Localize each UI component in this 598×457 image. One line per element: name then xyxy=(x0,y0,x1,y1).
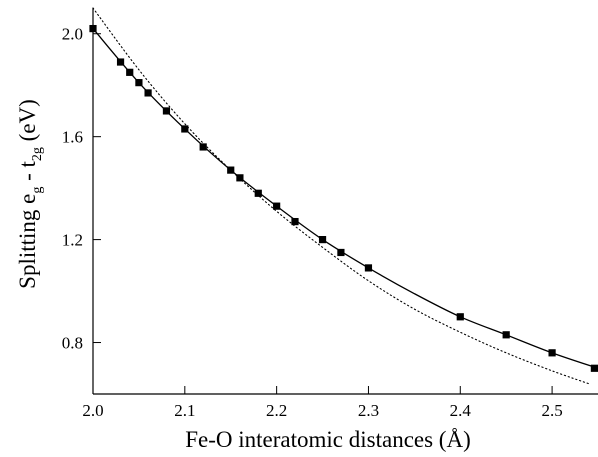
x-axis: 2.0 2.1 2.2 2.3 2.4 2.5 xyxy=(82,386,563,420)
y-axis-title: Splitting eg - t2g (eV) xyxy=(15,99,45,289)
data-point xyxy=(291,217,299,226)
y-axis-title-middle: - t xyxy=(15,160,40,186)
x-tick-label: 2.3 xyxy=(358,401,379,420)
data-point xyxy=(135,79,143,87)
solid-fit-curve xyxy=(92,28,598,369)
dotted-fit-curve xyxy=(92,7,590,385)
data-point xyxy=(590,364,598,372)
data-point xyxy=(318,236,327,244)
data-point xyxy=(456,313,464,321)
data-point xyxy=(273,202,281,210)
data-point xyxy=(199,143,207,151)
data-point xyxy=(181,125,189,133)
y-tick-label: 1.6 xyxy=(62,128,83,147)
plot-frame xyxy=(92,8,598,395)
x-tick-label: 2.0 xyxy=(82,401,103,420)
y-axis: 0.8 1.2 1.6 2.0 xyxy=(62,25,101,353)
data-point xyxy=(548,349,556,357)
x-axis-title: Fe-O interatomic distances (Å) xyxy=(185,427,471,452)
data-point xyxy=(502,331,510,339)
x-tick-label: 2.4 xyxy=(450,401,472,420)
y-tick-label: 0.8 xyxy=(62,334,83,353)
data-point xyxy=(144,89,152,97)
y-axis-title-sub2: 2g xyxy=(30,147,45,161)
y-axis-title-sub1: g xyxy=(30,187,45,194)
y-axis-title-suffix: (eV) xyxy=(15,99,40,147)
data-point xyxy=(236,174,244,182)
data-point xyxy=(116,58,125,66)
plot-area xyxy=(89,7,598,385)
x-tick-label: 2.2 xyxy=(266,401,287,420)
data-point xyxy=(126,68,134,76)
x-tick-label: 2.5 xyxy=(541,401,562,420)
y-tick-label: 1.2 xyxy=(62,231,83,250)
data-point xyxy=(254,189,262,197)
data-point xyxy=(337,248,345,257)
data-point xyxy=(89,24,97,33)
x-tick-label: 2.1 xyxy=(174,401,195,420)
data-point xyxy=(162,107,171,115)
data-point xyxy=(227,166,235,174)
y-tick-label: 2.0 xyxy=(62,25,83,44)
y-axis-title-prefix: Splitting e xyxy=(15,194,40,289)
data-point xyxy=(364,264,373,272)
